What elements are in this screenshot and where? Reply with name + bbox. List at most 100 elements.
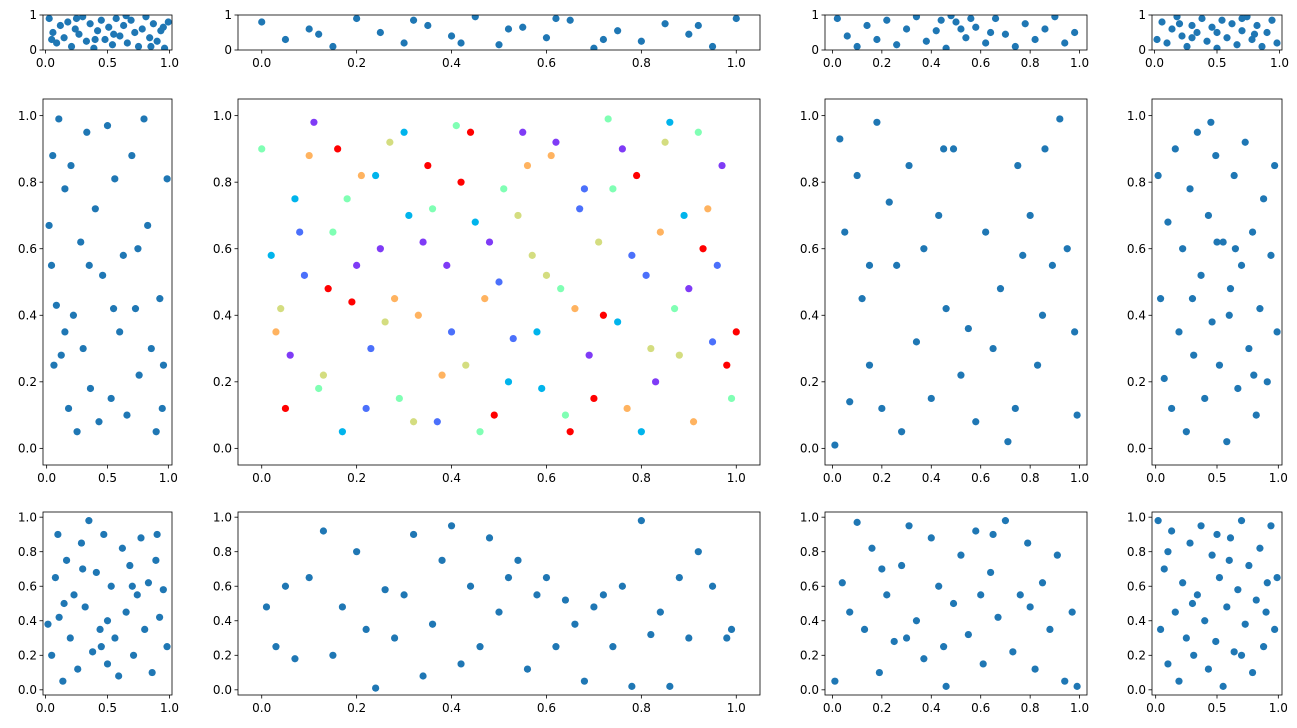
data-point [391, 634, 399, 642]
data-point [300, 271, 309, 279]
data-point [262, 603, 271, 611]
y-tick-label: 0.2 [1127, 648, 1146, 662]
data-point [1154, 171, 1162, 180]
data-point [1073, 411, 1081, 419]
data-point [1238, 27, 1246, 35]
data-point [890, 637, 898, 646]
data-point [329, 42, 337, 50]
data-point [652, 378, 660, 386]
data-point [258, 18, 266, 26]
data-point [1001, 30, 1010, 38]
data-point [1267, 251, 1275, 259]
y-tick-label: 1.0 [18, 510, 37, 524]
data-point [466, 582, 475, 590]
data-point [865, 361, 874, 369]
data-point [126, 561, 134, 570]
y-tick-label: 0.0 [800, 683, 819, 697]
data-point [362, 625, 370, 634]
data-point [504, 574, 513, 582]
data-point [1188, 599, 1197, 608]
data-point [400, 39, 408, 47]
data-point [409, 16, 418, 24]
data-point [56, 21, 64, 30]
data-point [542, 574, 551, 582]
data-point [1271, 625, 1279, 634]
data-point [576, 205, 584, 213]
data-point [1171, 608, 1179, 616]
subplot-mid-4: 0.0 0.5 1.0 0.0 0.2 0.4 0.6 0.8 1.0 [1127, 98, 1288, 485]
data-point [476, 428, 484, 436]
data-point [357, 171, 365, 180]
data-point [972, 418, 980, 426]
data-point [79, 565, 87, 573]
data-point [95, 418, 103, 426]
data-point [1168, 404, 1176, 413]
data-point [50, 361, 58, 369]
data-point [490, 411, 498, 419]
data-point [286, 351, 294, 359]
data-point [1273, 328, 1281, 336]
data-point [77, 238, 85, 246]
data-point [628, 251, 636, 259]
data-point [987, 28, 995, 37]
data-point [920, 245, 928, 253]
y-tick-label: 0.0 [1127, 683, 1146, 697]
y-tick-label: 0.4 [213, 614, 232, 628]
data-point [119, 251, 127, 259]
data-point [123, 411, 131, 419]
data-point [883, 16, 891, 24]
data-point [1208, 318, 1216, 326]
y-tick-label: 0.8 [800, 545, 819, 559]
data-point [713, 261, 721, 269]
data-point [148, 668, 156, 677]
data-point [1260, 195, 1268, 203]
data-point [353, 15, 361, 23]
data-point [1245, 344, 1253, 353]
data-point [457, 39, 465, 47]
data-point [277, 305, 285, 313]
data-point [1168, 25, 1176, 33]
data-point [1014, 161, 1022, 170]
data-point [982, 228, 990, 236]
data-point [49, 28, 57, 37]
y-tick-label: 0.0 [1127, 442, 1146, 456]
data-point [329, 228, 337, 236]
data-point [1019, 251, 1027, 259]
data-point [519, 23, 527, 31]
data-point [949, 145, 958, 153]
data-point [1203, 37, 1211, 45]
data-point [853, 171, 861, 180]
data-point [580, 677, 589, 685]
data-point [972, 23, 980, 31]
data-point [1001, 517, 1010, 525]
data-point [1186, 185, 1194, 193]
data-point [1263, 28, 1271, 37]
data-point [937, 16, 945, 24]
y-tick-label: 0.2 [18, 375, 37, 389]
data-point [281, 582, 290, 590]
data-point [67, 42, 76, 50]
data-point [55, 115, 63, 123]
data-point [1156, 295, 1165, 303]
data-point [898, 428, 906, 436]
x-tick-label: 0.5 [1207, 56, 1226, 70]
data-point [61, 328, 69, 336]
data-point [164, 18, 172, 26]
data-point [843, 32, 851, 40]
data-point [1252, 596, 1260, 604]
data-point [372, 684, 380, 692]
data-point [471, 15, 479, 21]
data-point [680, 211, 688, 220]
data-point [147, 42, 155, 50]
data-point [405, 211, 413, 220]
y-tick-label: 1.0 [213, 109, 232, 123]
data-point [1190, 351, 1198, 359]
data-point [1051, 15, 1059, 21]
data-point [90, 44, 98, 50]
data-point [1182, 428, 1190, 436]
data-point [400, 128, 408, 136]
data-point [163, 643, 171, 651]
data-point [1273, 39, 1281, 47]
data-point [898, 561, 906, 570]
data-point [1230, 648, 1238, 656]
